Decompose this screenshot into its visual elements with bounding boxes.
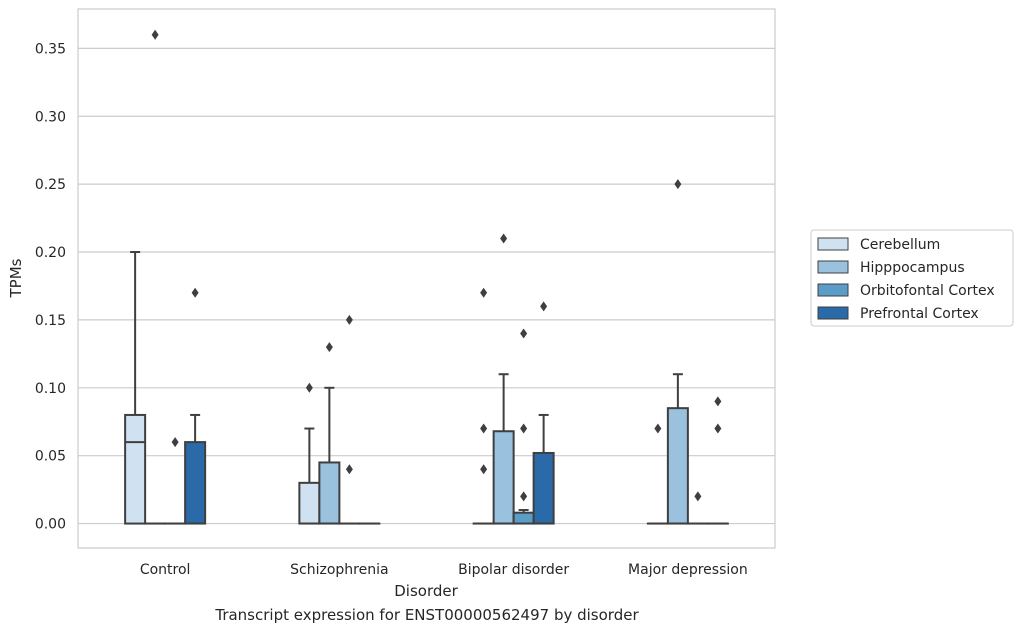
outlier-point [480,464,488,475]
legend-label: Prefrontal Cortex [860,306,979,322]
x-tick-labels: Control Schizophrenia Bipolar disorder Majo… [140,562,748,578]
legend: Cerebellum Hipppocampus Orbitofontal Corte… [810,229,1014,327]
box-body [124,413,147,525]
y-tick-labels: 0.00 0.05 0.10 0.15 0.20 0.25 0.30 0.35 [35,41,66,532]
legend-label: Cerebellum [860,237,940,253]
box-orbitofontal-cortex [512,328,535,525]
y-tick-label: 0.20 [35,245,66,261]
box-cerebellum [298,382,321,525]
box-body [512,511,535,525]
x-tick-label: Major depression [628,562,748,578]
legend-label: Hipppocampus [860,260,965,276]
outlier-point [540,301,548,312]
outlier-point [714,396,722,407]
legend-swatch [817,237,849,251]
box-prefrontal-cortex [184,287,207,525]
y-tick-label: 0.05 [35,449,66,465]
box-plot-chart: 0.00 0.05 0.10 0.15 0.20 0.25 0.30 0.35 Control… [7,8,1014,600]
box-orbitofontal-cortex [338,314,361,525]
outlier-point [345,464,353,475]
x-tick-label: Schizophrenia [290,562,388,578]
box-hipppocampus [666,179,689,525]
outlier-point [694,491,702,502]
box-body [318,461,341,525]
outlier-point [500,233,508,244]
box-hipppocampus [144,29,167,525]
outlier-point [151,29,159,40]
box-layer [124,29,729,525]
box-prefrontal-cortex [532,301,555,525]
outlier-point [305,382,313,393]
outlier-point [520,491,528,502]
outlier-point [191,287,199,298]
y-axis-label: TPMs [7,258,25,298]
y-tick-label: 0.25 [35,177,66,193]
figure-caption: Transcript expression for ENST0000056249… [215,606,639,624]
box-orbitofontal-cortex [686,491,709,525]
legend-items: Cerebellum Hipppocampus Orbitofontal Corte… [817,237,995,322]
box-cerebellum [124,251,147,525]
outlier-point [520,328,528,339]
box-body [492,430,515,525]
outlier-point [714,423,722,434]
box-body [666,407,689,525]
box-hipppocampus [492,233,515,525]
outlier-point [520,423,528,434]
box-body [184,441,207,525]
plot-area-frame [77,8,776,549]
box-body [532,451,555,525]
x-axis-label: Disorder [394,582,458,600]
legend-swatch [817,283,849,297]
y-tick-label: 0.35 [35,41,66,57]
outlier-point [345,314,353,325]
box-cerebellum [472,287,495,525]
outlier-point [325,342,333,353]
box-orbitofontal-cortex [164,437,187,525]
x-tick-label: Bipolar disorder [458,562,569,578]
box-body [298,481,321,525]
legend-swatch [817,306,849,320]
legend-swatch [817,260,849,274]
outlier-point [171,437,179,448]
y-tick-label: 0.15 [35,313,66,329]
y-tick-label: 0.30 [35,109,66,125]
box-hipppocampus [318,342,341,525]
legend-frame [810,229,1014,327]
legend-label: Orbitofontal Cortex [860,283,995,299]
box-cerebellum [646,423,669,525]
outlier-point [480,287,488,298]
outlier-point [654,423,662,434]
y-tick-label: 0.00 [35,517,66,533]
y-tick-label: 0.10 [35,381,66,397]
x-tick-label: Control [140,562,191,578]
box-prefrontal-cortex [706,396,729,525]
outlier-point [480,423,488,434]
outlier-point [674,179,682,190]
